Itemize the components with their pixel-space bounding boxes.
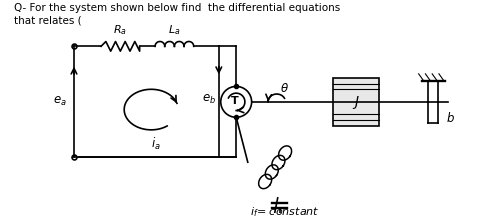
Text: $R_a$: $R_a$ [114,23,128,37]
Text: $i_a$: $i_a$ [151,136,161,152]
Text: $L_a$: $L_a$ [168,23,181,37]
Text: that relates (: that relates ( [14,15,82,25]
Bar [333,78,379,126]
Text: $\theta$: $\theta$ [280,82,289,95]
Text: T: T [231,96,239,106]
Text: Q- For the system shown below find  the differential equations: Q- For the system shown below find the d… [14,3,341,13]
Text: J: J [354,95,358,109]
Text: b: b [447,112,454,125]
Text: $e_b$: $e_b$ [202,93,216,107]
Text: $e_a$: $e_a$ [53,95,66,109]
Text: $i_f$= constant: $i_f$= constant [250,206,319,219]
